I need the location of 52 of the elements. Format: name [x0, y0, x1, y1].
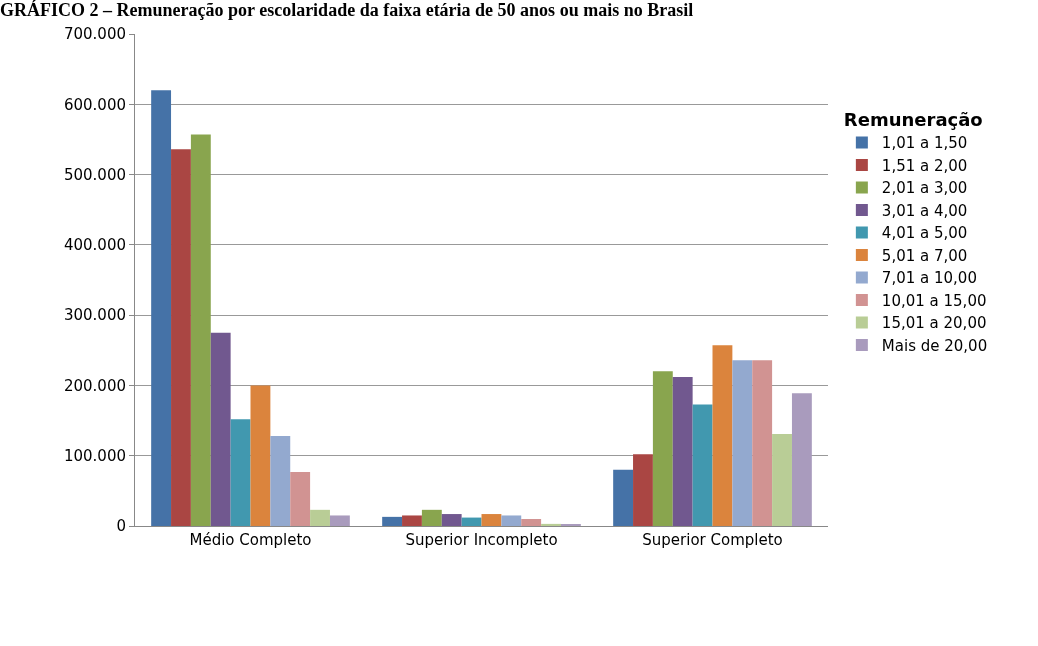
bar — [613, 469, 634, 526]
bar — [250, 385, 271, 526]
legend-label: 1,01 a 1,50 — [881, 134, 968, 153]
bar — [461, 517, 482, 526]
bar — [210, 332, 231, 526]
x-tick-label: Superior Incompleto — [405, 531, 558, 549]
legend-label: 10,01 a 15,00 — [881, 291, 987, 310]
bar — [521, 518, 542, 526]
legend-label: 7,01 a 10,00 — [881, 269, 977, 288]
bar — [270, 436, 291, 526]
bar — [402, 515, 422, 526]
legend-title: Remuneração — [843, 109, 983, 131]
y-tick-label: 400.000 — [63, 236, 126, 255]
legend-label: 4,01 a 5,00 — [881, 224, 968, 243]
bar — [501, 515, 522, 526]
bar — [151, 90, 172, 526]
bar — [712, 345, 733, 526]
legend-label: 3,01 a 4,00 — [881, 201, 968, 220]
bar — [652, 371, 673, 526]
y-tick-label: 600.000 — [63, 95, 126, 114]
legend-label: Mais de 20,00 — [881, 336, 988, 355]
bar — [190, 134, 211, 526]
y-tick-label: 300.000 — [63, 306, 126, 325]
y-tick-label: 200.000 — [63, 376, 126, 395]
bar — [329, 515, 350, 526]
bar — [672, 376, 693, 526]
x-tick-label: Superior Completo — [642, 531, 783, 549]
bar — [290, 471, 311, 526]
bar — [441, 514, 462, 526]
bar — [541, 523, 561, 526]
y-tick-label: 500.000 — [63, 165, 126, 184]
bar — [481, 514, 502, 526]
bar — [732, 360, 753, 526]
bar — [310, 509, 330, 526]
bar — [752, 360, 773, 526]
bar — [421, 509, 442, 526]
bar — [791, 393, 812, 526]
bar — [692, 404, 713, 526]
chart-title: GRÁFICO 2 – Remuneração por escolaridade da faixa etária de 50 anos ou mais no Brasil — [0, 0, 694, 20]
bar — [230, 419, 251, 526]
bar — [382, 516, 403, 526]
legend-label: 1,51 a 2,00 — [881, 156, 968, 175]
bar — [772, 433, 792, 526]
bar — [171, 149, 191, 526]
x-tick-label: Médio Completo — [189, 531, 312, 549]
bar — [633, 454, 653, 526]
y-tick-label: 100.000 — [63, 446, 126, 465]
legend-label: 15,01 a 20,00 — [881, 314, 987, 333]
legend-label: 5,01 a 7,00 — [881, 246, 968, 265]
y-tick-label: 0 — [116, 517, 126, 536]
legend-label: 2,01 a 3,00 — [881, 179, 968, 198]
y-tick-label: 700.000 — [63, 25, 126, 44]
